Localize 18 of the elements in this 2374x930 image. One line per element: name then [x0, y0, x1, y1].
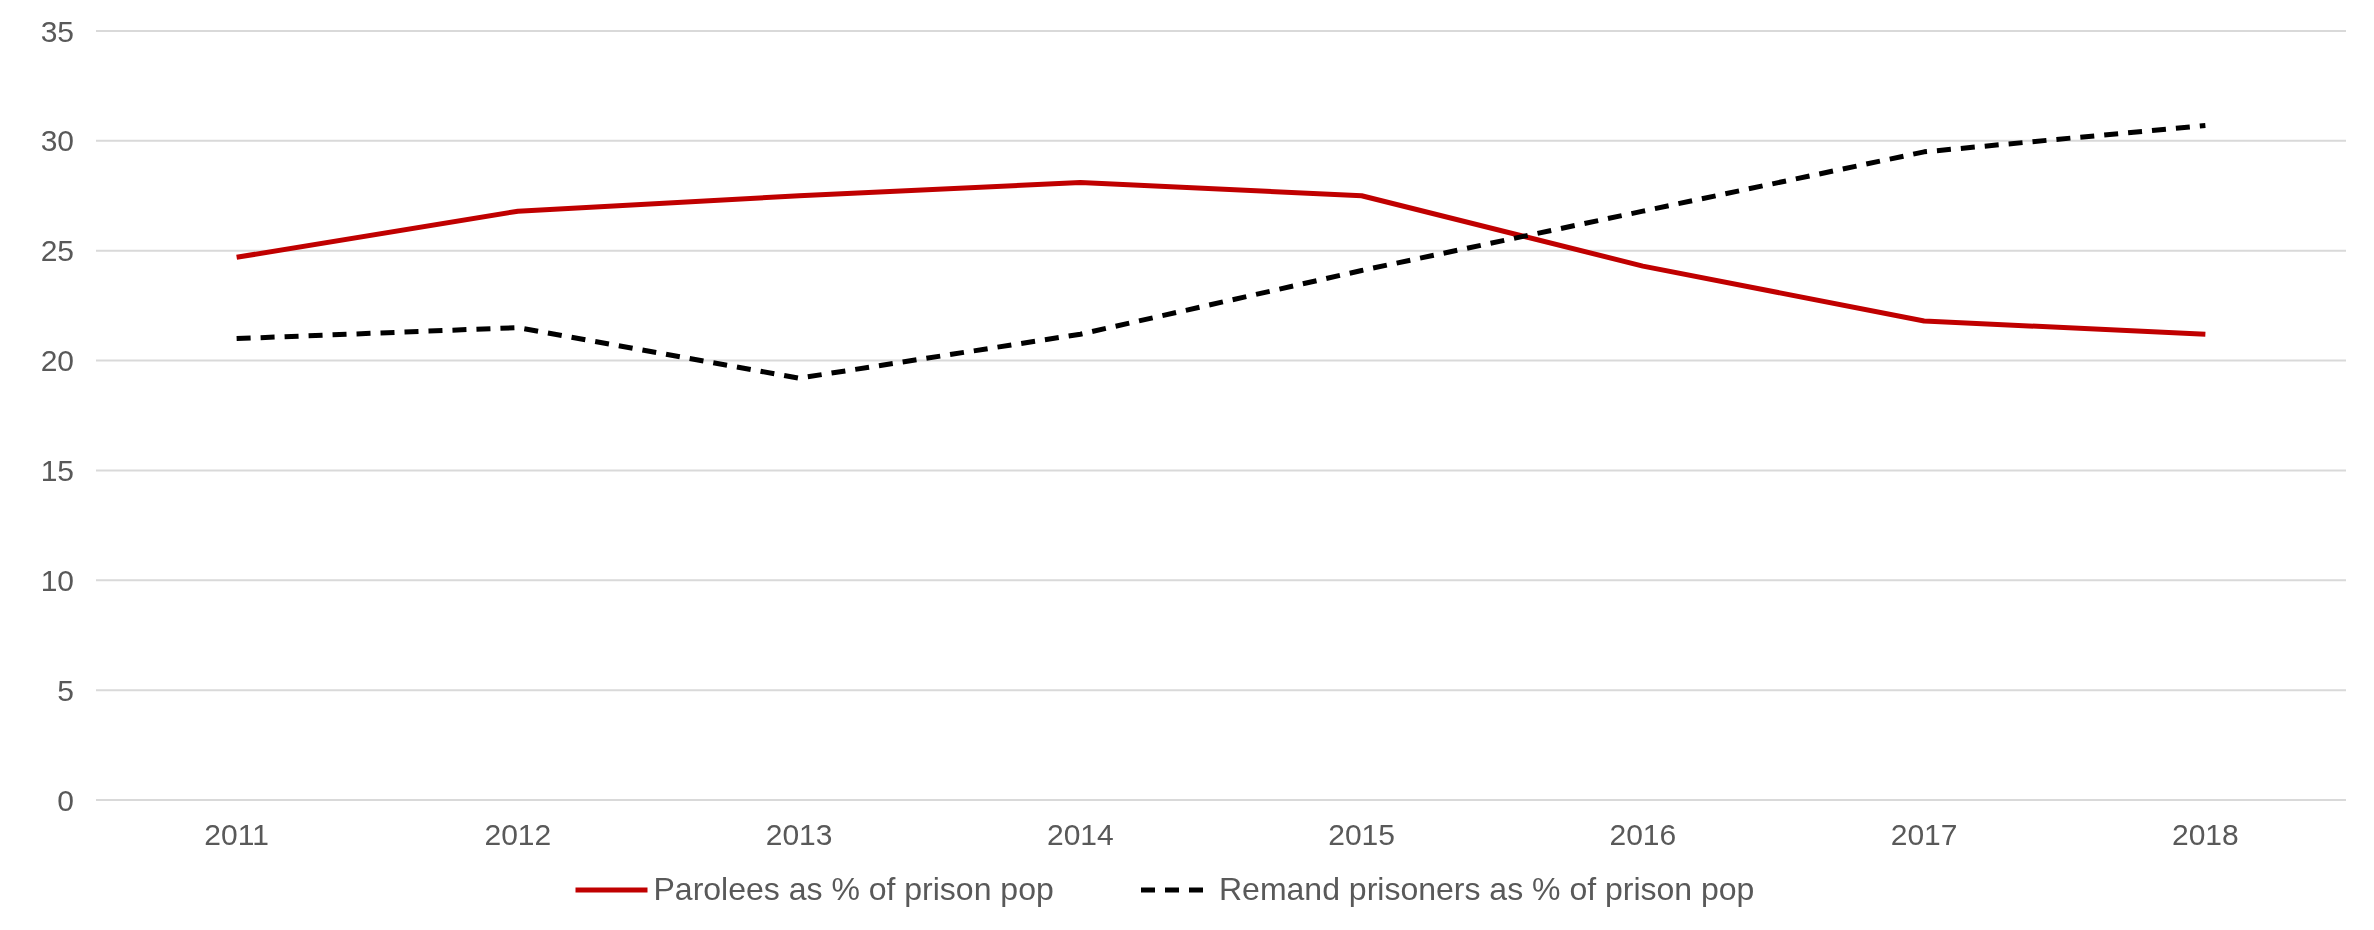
- x-tick-label: 2014: [1047, 818, 1114, 851]
- y-tick-label: 25: [40, 234, 74, 268]
- x-tick-label: 2017: [1890, 818, 1958, 851]
- x-tick-label: 2016: [1609, 818, 1677, 851]
- y-tick-label: 15: [40, 453, 74, 487]
- x-tick-label: 2015: [1328, 818, 1395, 851]
- legend-label: Parolees as % of prison pop: [653, 871, 1054, 907]
- y-tick-label: 30: [40, 124, 74, 158]
- y-tick-label: 20: [40, 344, 74, 378]
- x-tick-label: 2018: [2172, 818, 2239, 851]
- y-tick-label: 35: [40, 14, 74, 48]
- x-tick-label: 2012: [484, 818, 552, 851]
- x-tick-label: 2013: [765, 818, 833, 851]
- legend-label: Remand prisoners as % of prison pop: [1219, 871, 1755, 907]
- y-tick-label: 5: [57, 673, 74, 707]
- x-tick-label: 2011: [204, 818, 269, 851]
- y-tick-label: 0: [57, 783, 74, 817]
- y-tick-label: 10: [40, 563, 74, 597]
